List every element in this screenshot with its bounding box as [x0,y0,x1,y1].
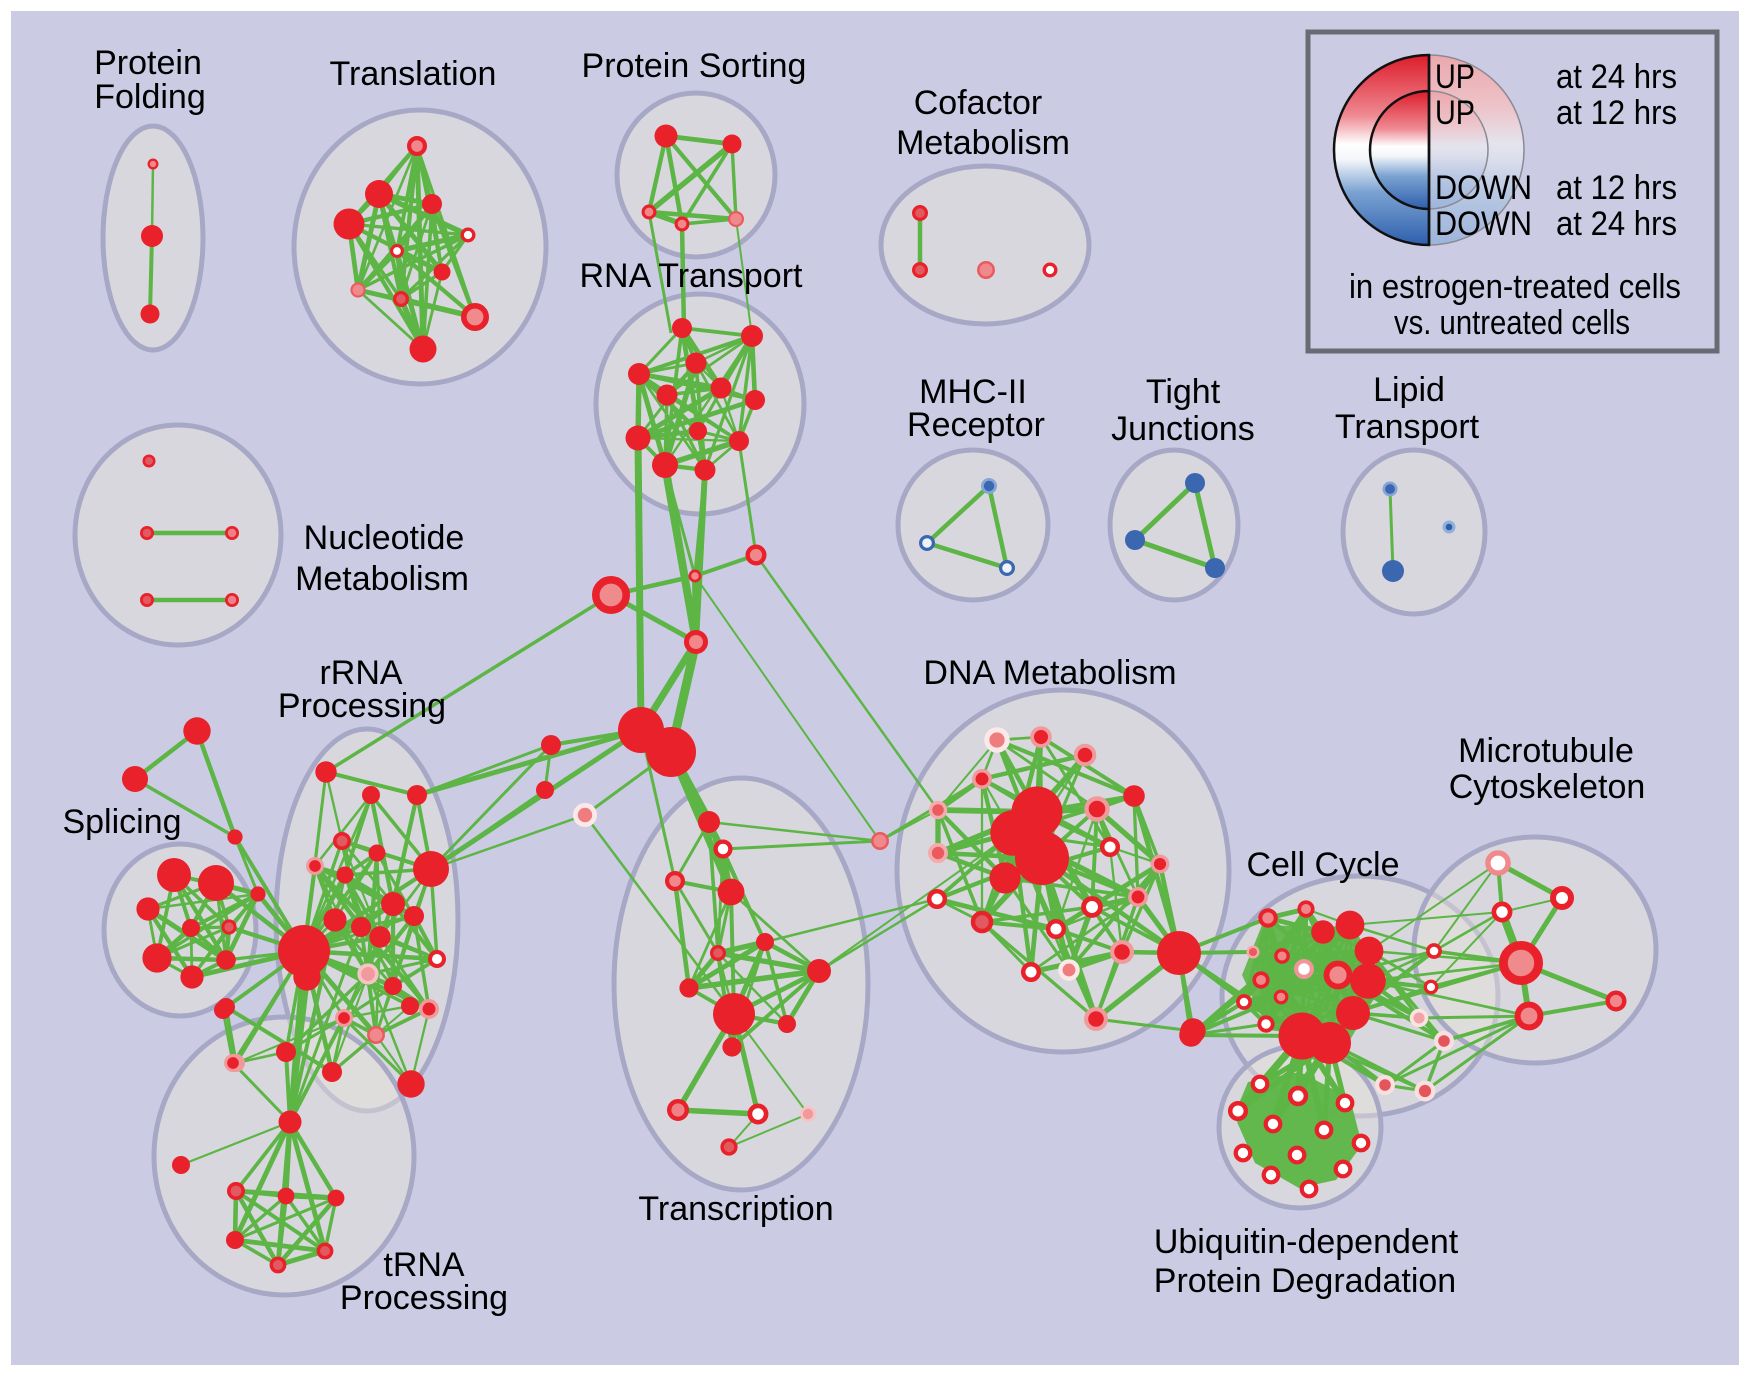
svg-text:Cytoskeleton: Cytoskeleton [1449,768,1646,806]
svg-text:Protein Degradation: Protein Degradation [1154,1262,1456,1300]
svg-text:Protein Sorting: Protein Sorting [582,47,807,85]
svg-text:UP: UP [1435,94,1475,132]
svg-text:Translation: Translation [330,55,497,93]
svg-text:at 12 hrs: at 12 hrs [1556,169,1677,207]
svg-text:in estrogen-treated cells: in estrogen-treated cells [1349,268,1681,306]
svg-text:Microtubule: Microtubule [1458,732,1634,770]
svg-text:at 24 hrs: at 24 hrs [1556,58,1677,96]
svg-text:Splicing: Splicing [62,803,181,841]
svg-text:MHC-II: MHC-II [919,373,1027,411]
svg-text:Metabolism: Metabolism [295,560,469,598]
svg-text:RNA Transport: RNA Transport [580,257,804,295]
svg-text:Lipid: Lipid [1373,371,1445,409]
svg-text:vs. untreated cells: vs. untreated cells [1394,304,1630,342]
svg-text:Tight: Tight [1146,373,1221,411]
svg-text:rRNA: rRNA [319,654,402,692]
svg-text:Processing: Processing [340,1279,508,1317]
svg-text:DOWN: DOWN [1435,169,1532,207]
svg-text:Cofactor: Cofactor [914,84,1043,122]
svg-text:Receptor: Receptor [907,406,1045,444]
svg-text:Metabolism: Metabolism [896,124,1070,162]
svg-text:Transport: Transport [1335,408,1480,446]
svg-text:Cell Cycle: Cell Cycle [1246,846,1399,884]
svg-text:Transcription: Transcription [638,1190,833,1228]
svg-text:tRNA: tRNA [383,1246,465,1284]
svg-text:Ubiquitin-dependent: Ubiquitin-dependent [1154,1223,1459,1261]
svg-text:Folding: Folding [94,78,206,116]
svg-text:DOWN: DOWN [1435,205,1532,243]
svg-text:Nucleotide: Nucleotide [304,519,465,557]
svg-text:DNA Metabolism: DNA Metabolism [923,654,1176,692]
svg-text:at 24 hrs: at 24 hrs [1556,205,1677,243]
svg-text:Processing: Processing [278,687,446,725]
svg-text:UP: UP [1435,58,1475,96]
svg-text:at 12 hrs: at 12 hrs [1556,94,1677,132]
svg-text:Protein: Protein [94,44,202,82]
svg-text:Junctions: Junctions [1111,410,1255,448]
